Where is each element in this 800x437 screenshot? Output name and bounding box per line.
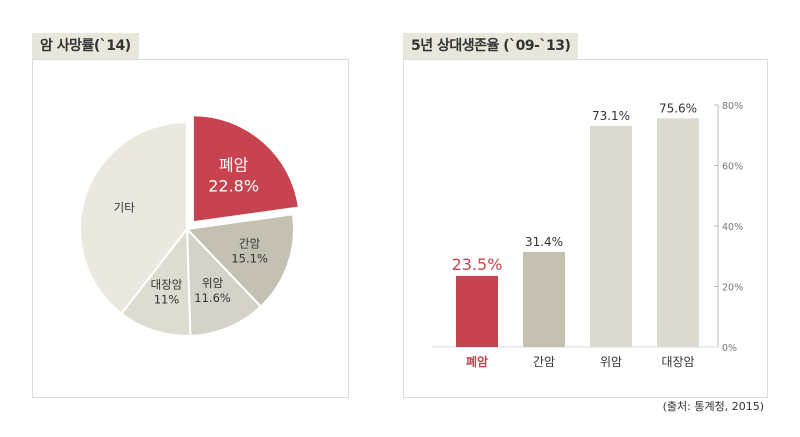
pie-slice-3 [120, 226, 192, 337]
pie-slice-value: 22.8% [208, 177, 259, 196]
y-tick-label: 40% [722, 222, 743, 233]
pie-slice-2 [185, 226, 263, 337]
pie-slice-0 [191, 114, 301, 224]
category-label: 간암 [533, 355, 555, 369]
pie-slice-label: 대장암 [151, 278, 183, 292]
pie-slice-value: 15.1% [231, 252, 268, 266]
category-label: 폐암 [466, 354, 488, 369]
pie-slice-value: 11.6% [194, 291, 231, 305]
y-tick-label: 0% [722, 343, 737, 354]
bar-chart: 0% 20% 40% 60% 80% 23.5% 폐암 31.4% 간암 73.1% 위암 75.6%… [432, 101, 743, 369]
bar-value-label: 73.1% [592, 109, 630, 123]
pie-slice-label: 폐암 [219, 156, 249, 175]
pie-slice-1 [184, 213, 295, 308]
bar-1 [523, 252, 565, 347]
bar-panel: 0% 20% 40% 60% 80% 23.5% 폐암 31.4% 간암 73.1% 위암 75.6%… [403, 59, 768, 398]
pie-slice-label: 간암 [239, 237, 261, 251]
pie-panel-title: 암 사망률(`14) [32, 33, 139, 59]
pie-slice-label: 위암 [202, 276, 224, 290]
category-label: 대장암 [661, 355, 694, 369]
source-note: (출처: 통계청, 2015) [662, 400, 764, 413]
bar-value-label: 31.4% [525, 235, 563, 249]
pie-slice-label: 기타 [114, 201, 136, 215]
pie-slice-value: 11% [154, 293, 180, 307]
category-label: 위암 [600, 355, 622, 369]
pie-panel: 폐암 22.8% 간암 15.1% 위암 11.6% 대장암 11% 기타 [32, 59, 349, 398]
bar-3 [657, 118, 699, 347]
bar-2 [590, 125, 632, 347]
bar-0 [456, 275, 498, 347]
y-tick-label: 80% [722, 101, 743, 112]
bar-value-label: 75.6% [659, 101, 697, 115]
pie-slice-4 [79, 120, 188, 315]
bar-panel-title: 5년 상대생존율 (`09-`13) [403, 33, 579, 59]
bar-value-label: 23.5% [452, 255, 503, 274]
y-tick-label: 60% [722, 162, 743, 173]
y-tick-label: 20% [722, 283, 743, 294]
